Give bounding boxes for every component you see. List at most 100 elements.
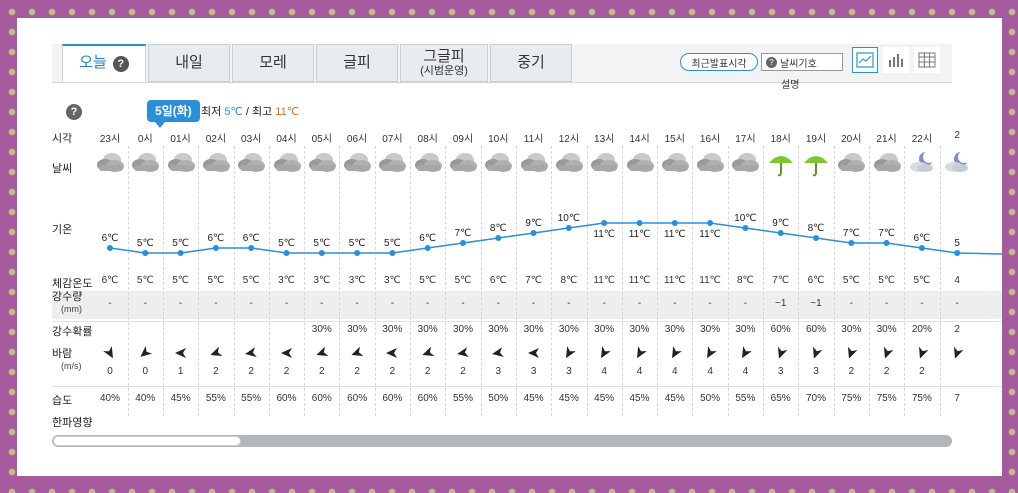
temperature-point: [601, 220, 608, 226]
tab-label: 내일: [175, 54, 203, 71]
column-divider: [162, 146, 164, 416]
wind-speed: 2: [213, 366, 219, 377]
temperature-label: 6℃: [914, 233, 931, 244]
wind-speed: 2: [460, 366, 466, 377]
tab-day-plus-3[interactable]: 글피: [316, 44, 398, 82]
hour-label: 19시: [805, 134, 827, 145]
horizontal-scrollbar[interactable]: [52, 435, 952, 447]
help-icon[interactable]: ?: [66, 104, 82, 120]
feels-like-temp: 4: [954, 275, 960, 286]
column-divider: [657, 146, 659, 416]
humidity-value: 70%: [805, 393, 826, 404]
weather-symbol-select[interactable]: ? 날씨기호: [761, 53, 843, 71]
hour-label: 20시: [841, 134, 862, 145]
tab-tomorrow[interactable]: 내일: [148, 44, 230, 82]
column-divider: [763, 146, 765, 416]
column-divider: [268, 146, 270, 416]
row-label-humidity: 습도: [52, 395, 73, 407]
temperature-label: 11℃: [699, 229, 721, 240]
precip-amount: -: [920, 298, 924, 309]
hour-label: 04시: [276, 134, 297, 145]
precip-amount: -: [708, 298, 712, 309]
column-divider: [515, 146, 517, 416]
row-label-prob: 강수확률: [52, 326, 93, 338]
wind-speed: 2: [248, 366, 254, 377]
cloudy-icon: [269, 151, 305, 176]
row-label-wind: 바람 (m/s): [52, 348, 82, 372]
temperature-label: 7℃: [843, 228, 860, 239]
precip-amount: -: [884, 298, 889, 309]
precip-amount: -: [108, 298, 112, 309]
feels-like-temp: 5℃: [878, 275, 895, 286]
tab-label: 모레: [259, 54, 287, 71]
tab-day-after[interactable]: 모레: [232, 44, 314, 82]
wind-speed: 3: [530, 366, 537, 377]
hour-label: 15시: [664, 134, 685, 145]
wind-direction-icon: [516, 346, 552, 363]
separator: /: [245, 106, 249, 118]
cloudy-icon: [339, 151, 375, 176]
moon-cloud-icon: [939, 151, 975, 178]
graph-view-button[interactable]: [852, 47, 878, 73]
row-label-cold: 한파영향: [52, 417, 93, 429]
max-label: 최고: [251, 106, 273, 118]
precip-amount: -: [955, 298, 959, 309]
wind-direction-icon: [374, 346, 410, 363]
temperature-point: [918, 245, 925, 251]
table-view-button[interactable]: [914, 47, 940, 73]
hour-label: 13시: [594, 134, 615, 145]
wind-direction-icon: [445, 346, 481, 363]
precip-probability: 60%: [805, 324, 826, 335]
hour-label: 17시: [735, 134, 756, 145]
hour-label: 12시: [558, 134, 580, 145]
row-divider: [52, 386, 1002, 387]
column-divider: [727, 146, 729, 416]
temperature-label: 10℃: [734, 213, 756, 224]
temperature-point: [671, 220, 678, 226]
bar-view-button[interactable]: [883, 47, 909, 73]
humidity-value: 75%: [841, 393, 862, 404]
wind-speed: 2: [319, 366, 325, 377]
column-divider: [868, 146, 870, 416]
hour-label: 10시: [488, 134, 509, 145]
temperature-label: 5℃: [384, 238, 401, 249]
precip-amount: -: [143, 298, 147, 309]
humidity-value: 7: [954, 393, 960, 404]
tab-mid-term[interactable]: 중기: [490, 44, 572, 82]
wind-direction-icon: [939, 346, 975, 363]
min-temp: 5℃: [224, 106, 243, 118]
wind-speed: 2: [424, 366, 431, 377]
row-label-precip: 강수량 (mm): [52, 291, 82, 315]
feels-like-temp: 8℃: [560, 275, 578, 286]
row-label-feels: 체감온도: [52, 278, 93, 290]
latest-release-button[interactable]: 최근발표시각: [680, 53, 758, 71]
wind-direction-icon: [692, 346, 728, 363]
precip-probability: 30%: [735, 324, 756, 335]
tab-today[interactable]: 오늘?: [62, 44, 146, 82]
precip-probability: 30%: [452, 324, 473, 335]
wind-speed: 2: [919, 366, 925, 377]
precip-probability: 30%: [488, 324, 509, 335]
column-divider: [551, 146, 553, 416]
scrollbar-thumb[interactable]: [53, 436, 241, 446]
wind-direction-icon: [798, 346, 834, 363]
cloudy-icon: [551, 151, 587, 176]
temperature-line: [109, 222, 1002, 255]
temperature-label: 5: [954, 238, 960, 249]
column-divider: [445, 146, 447, 416]
feels-like-temp: 3℃: [313, 275, 331, 286]
precip-probability: 30%: [664, 324, 685, 335]
tab-day-plus-4[interactable]: 그글피 (시범운영): [400, 44, 488, 82]
temperature-point: [283, 250, 290, 256]
cloudy-icon: [727, 151, 763, 176]
hour-label: 07시: [382, 134, 403, 145]
wind-speed: 2: [283, 366, 290, 377]
feels-like-temp: 7℃: [772, 275, 790, 286]
precip-probability: 60%: [770, 324, 791, 335]
row-label-temp: 기온: [52, 224, 73, 236]
cloudy-icon: [833, 151, 869, 176]
precip-probability: 30%: [523, 324, 544, 335]
precip-probability: 30%: [311, 324, 332, 335]
help-icon[interactable]: ?: [112, 56, 129, 72]
humidity-value: 45%: [523, 393, 544, 404]
